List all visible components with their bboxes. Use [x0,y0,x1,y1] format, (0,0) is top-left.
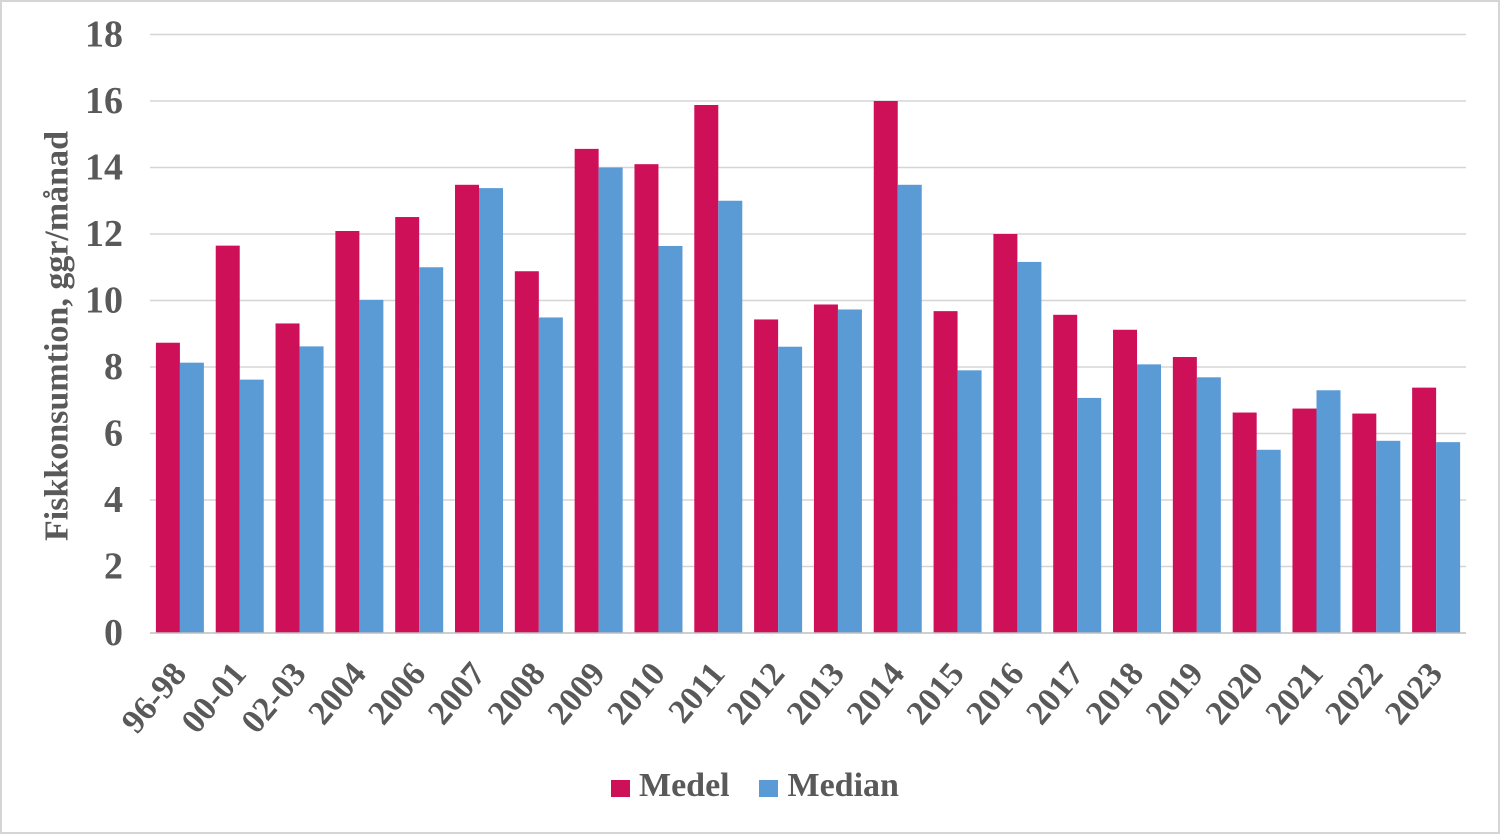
svg-text:Medel: Medel [639,767,730,804]
svg-text:Fiskkonsumtion, ggr/månad: Fiskkonsumtion, ggr/månad [39,131,76,541]
svg-text:Median: Median [788,767,900,804]
svg-text:4: 4 [104,479,123,521]
svg-text:6: 6 [104,413,123,455]
svg-text:14: 14 [85,147,123,189]
svg-text:12: 12 [85,213,123,255]
svg-text:2: 2 [104,546,123,588]
svg-text:10: 10 [85,280,123,322]
svg-text:16: 16 [85,80,123,122]
svg-text:0: 0 [104,612,123,654]
svg-text:8: 8 [104,346,123,388]
svg-text:18: 18 [85,14,123,56]
